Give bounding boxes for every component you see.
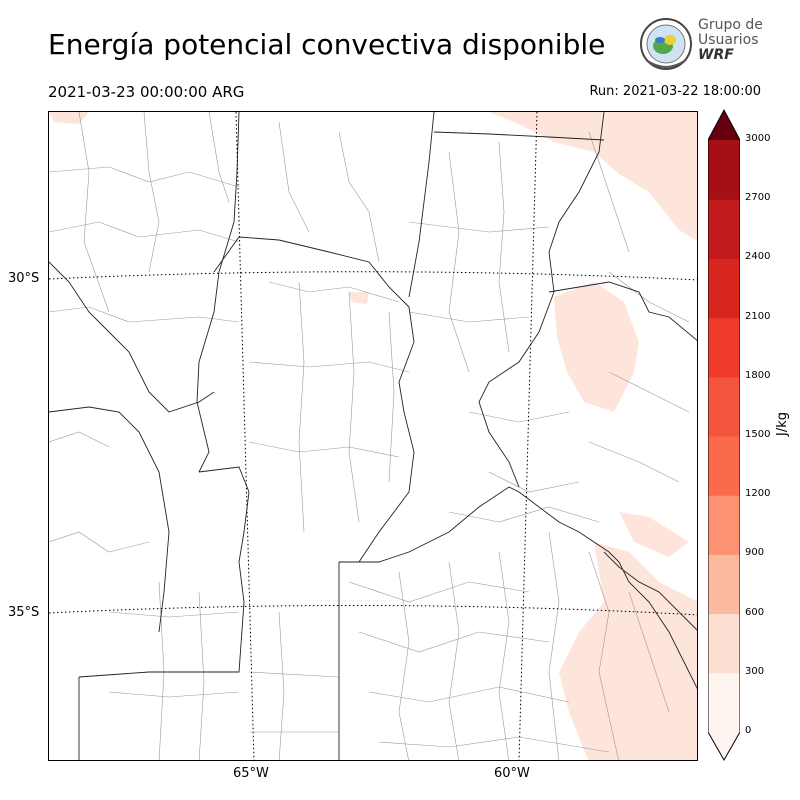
logo-line-3: WRF	[698, 47, 734, 63]
colorbar-tick-label: 300	[745, 665, 765, 677]
colorbar-segment	[708, 376, 740, 437]
graticule	[49, 112, 697, 760]
wrf-logo-emblem	[640, 18, 692, 70]
colorbar-tick-label: 3000	[745, 133, 771, 144]
colorbar-tick-label: 1800	[745, 369, 771, 381]
run-time: Run: 2021-03-22 18:00:00	[589, 84, 761, 99]
colorbar-segment	[708, 613, 740, 674]
colorbar-segment	[708, 672, 740, 733]
colorbar-units: J/kg	[775, 412, 790, 436]
cape-area-northeast	[489, 112, 697, 241]
colorbar-tick-label: 1200	[745, 488, 771, 500]
colorbar-extend-min	[708, 732, 740, 760]
cape-area-patch-1	[619, 512, 689, 557]
meridian-65w	[235, 112, 255, 760]
parallel-35s	[49, 604, 697, 616]
colorbar-segment	[708, 495, 740, 555]
colorbar-tick-label: 1500	[745, 429, 771, 440]
map-svg	[49, 112, 697, 760]
cape-area-east	[554, 282, 639, 412]
colorbar-extend-max	[708, 110, 740, 140]
colorbar-tick-label: 900	[745, 547, 765, 559]
map-panel	[48, 111, 698, 761]
cape-area-patch-3	[349, 292, 369, 304]
province-boundaries	[49, 112, 697, 760]
colorbar	[708, 108, 740, 762]
colorbar-segment	[708, 554, 740, 615]
colorbar-tick-label: 600	[745, 606, 765, 618]
lat-label-30s: 30°S	[8, 271, 40, 286]
colorbar-segment	[708, 199, 740, 259]
wrf-users-logo: Grupo de Usuarios WRF	[638, 16, 763, 72]
logo-line-1: Grupo de	[698, 17, 763, 33]
chart-title: Energía potencial convectiva disponible	[48, 28, 606, 61]
lon-label-60w: 60°W	[494, 766, 530, 781]
logo-text: Grupo de Usuarios WRF	[698, 18, 763, 63]
colorbar-segments	[708, 110, 740, 760]
cape-area-coast	[559, 542, 697, 760]
valid-time: 2021-03-23 00:00:00 ARG	[48, 83, 245, 101]
meridian-60w	[518, 112, 538, 760]
colorbar-segment	[708, 140, 740, 200]
colorbar-tick-label: 2100	[745, 310, 771, 322]
colorbar-segment	[708, 258, 740, 319]
cape-area-patch-2	[49, 112, 89, 124]
coastline	[603, 551, 697, 631]
lon-label-65w: 65°W	[233, 766, 269, 781]
cape-shading	[49, 112, 697, 760]
colorbar-segment	[708, 436, 740, 496]
lat-label-35s: 35°S	[8, 605, 40, 620]
parallel-30s	[49, 271, 697, 281]
colorbar-segment	[708, 317, 740, 378]
colorbar-outline	[708, 108, 740, 762]
logo-line-2: Usuarios	[698, 32, 759, 48]
department-boundaries	[49, 112, 690, 760]
colorbar-tick-label: 2400	[745, 251, 771, 263]
colorbar-tick-label: 2700	[745, 192, 771, 204]
colorbar-tick-label: 0	[745, 725, 752, 736]
